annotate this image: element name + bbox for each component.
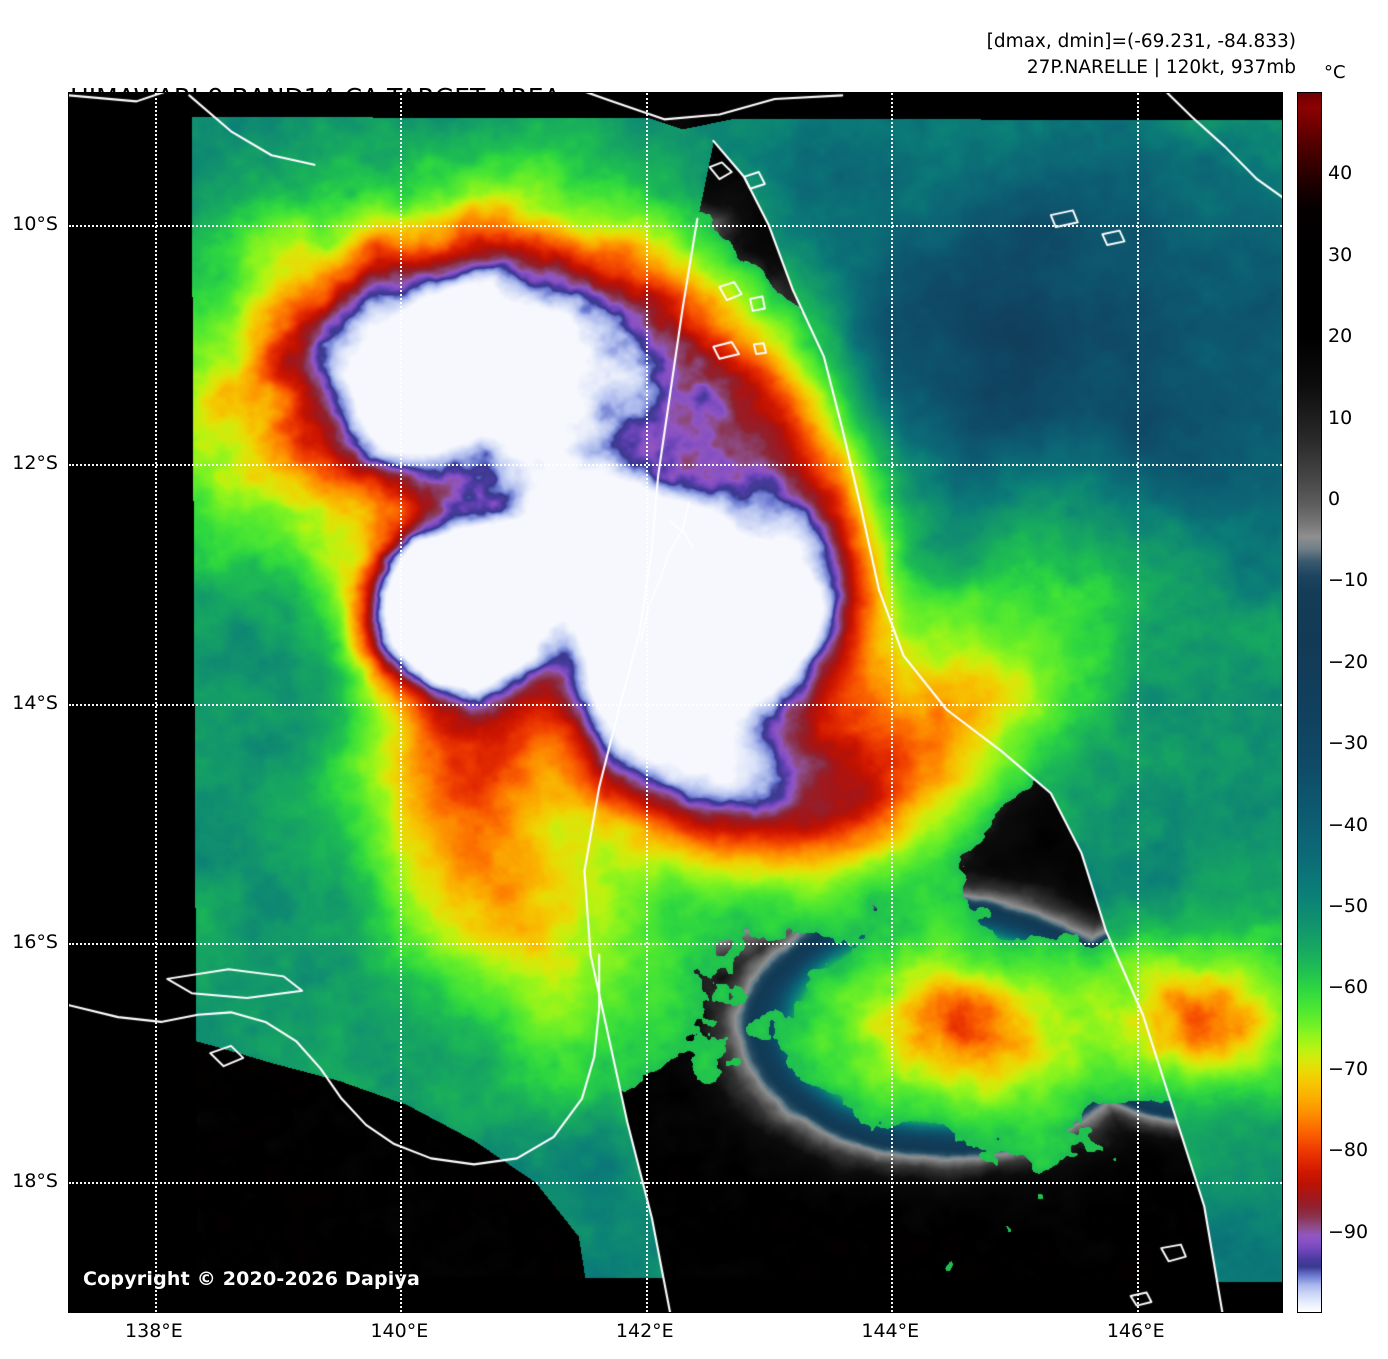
colorbar-tick-label: −80 — [1328, 1139, 1369, 1162]
gridline-latitude — [69, 1182, 1282, 1185]
gridline-longitude — [400, 93, 403, 1312]
storm-info-label: 27P.NARELLE | 120kt, 937mb — [1026, 57, 1296, 79]
metadata-block: [dmax, dmin]=(-69.231, -84.833) 27P.NARE… — [987, 29, 1296, 82]
colorbar-tick-label: −40 — [1328, 813, 1369, 836]
gridline-latitude — [69, 703, 1282, 706]
longitude-tick-label: 144°E — [861, 1320, 920, 1342]
gridline-latitude — [69, 942, 1282, 945]
temperature-colorbar: 40 30 20 10 0 −10 −20 −30 −40 −50 −60 −70 −80 −90 — [1297, 92, 1368, 1313]
colorbar-tick-label: −20 — [1328, 650, 1369, 673]
gridline-longitude — [154, 93, 157, 1312]
colorbar-tick-label: −30 — [1328, 732, 1369, 755]
colorbar-tick-label: 20 — [1328, 325, 1353, 348]
copyright-label: Copyright © 2020-2026 Dapiya — [83, 1268, 421, 1290]
colorbar-tick-label: 10 — [1328, 406, 1353, 429]
colorbar-tick-label: −90 — [1328, 1220, 1369, 1243]
latitude-tick-label: 18°S — [12, 1170, 58, 1193]
colorbar-tick-label: −60 — [1328, 976, 1369, 999]
latitude-tick-label: 14°S — [12, 691, 58, 714]
longitude-tick-label: 142°E — [615, 1320, 674, 1342]
colorbar-gradient — [1297, 92, 1322, 1313]
gridline-longitude — [891, 93, 894, 1312]
longitude-tick-label: 140°E — [370, 1320, 429, 1342]
colorbar-tick-label: 30 — [1328, 243, 1353, 266]
colorbar-tick-label: −10 — [1328, 569, 1369, 592]
latitude-tick-label: 16°S — [12, 930, 58, 953]
gridline-latitude — [69, 224, 1282, 227]
longitude-tick-label: 146°E — [1106, 1320, 1165, 1342]
longitude-tick-label: 138°E — [125, 1320, 183, 1342]
satellite-imagery-canvas — [69, 93, 1282, 1312]
latitude-tick-label: 10°S — [12, 212, 58, 235]
gridline-longitude — [645, 93, 648, 1312]
dminmax-label: [dmax, dmin]=(-69.231, -84.833) — [986, 31, 1296, 52]
colorbar-tick-label: 40 — [1328, 162, 1353, 185]
colorbar-tick-label: −50 — [1328, 895, 1369, 917]
colorbar-tick-label: −70 — [1328, 1057, 1369, 1080]
satellite-image-plot: Copyright © 2020-2026 Dapiya — [68, 92, 1283, 1313]
colorbar-tick-label: 0 — [1328, 488, 1341, 510]
gridline-longitude — [1136, 93, 1139, 1312]
colorbar-unit-label: °C — [1324, 62, 1346, 83]
gridline-latitude — [69, 464, 1282, 467]
latitude-tick-label: 12°S — [12, 452, 58, 475]
